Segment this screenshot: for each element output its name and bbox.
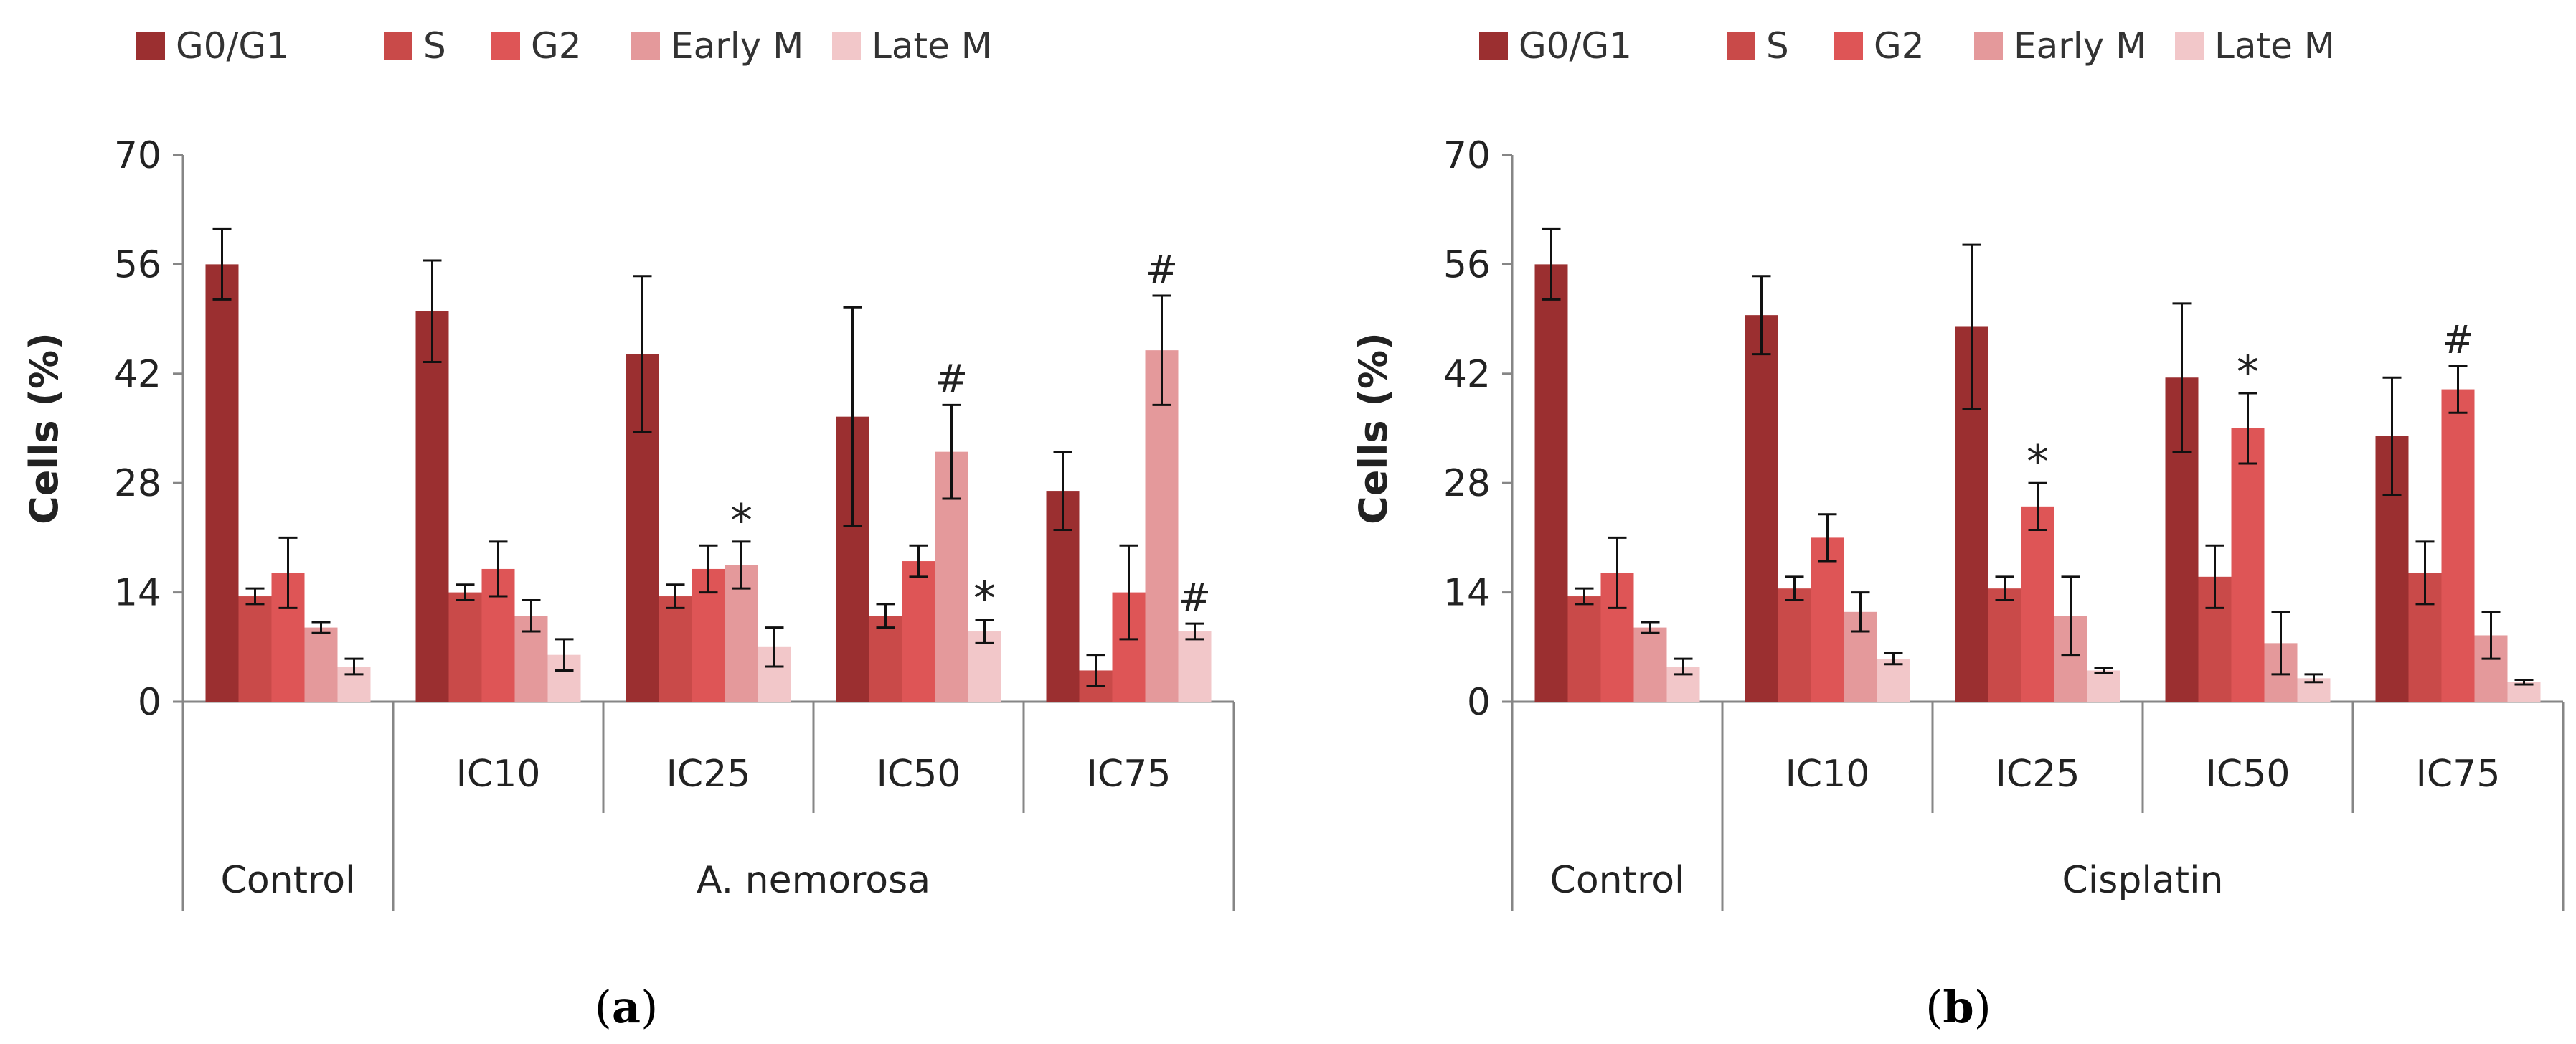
annotation-1: *: [2237, 346, 2259, 398]
panel-label: (b): [1925, 981, 1991, 1033]
bar-s-2: [1988, 588, 2021, 702]
y-axis-title: Cells (%): [1351, 332, 1396, 525]
y-tick-label-1: 14: [114, 572, 161, 615]
y-tick-label-2: 28: [1443, 462, 1491, 505]
annotation-2: *: [973, 573, 996, 625]
annotation-0: *: [2027, 436, 2049, 488]
annotation-4: #: [1179, 575, 1211, 620]
bar-s-2: [659, 596, 692, 702]
bar-early-m-0: [304, 627, 338, 702]
group-label-treatment: Cisplatin: [2062, 859, 2224, 902]
y-tick-label-3: 42: [114, 353, 161, 396]
y-tick-label-4: 56: [114, 243, 161, 286]
bar-g0-g1-0: [205, 264, 239, 702]
legend-swatch-0: [1479, 32, 1508, 60]
annotation-3: #: [1146, 247, 1178, 292]
legend-swatch-1: [1727, 32, 1755, 60]
y-tick-label-0: 0: [138, 681, 161, 724]
legend-swatch-4: [832, 32, 861, 60]
legend-label-1: S: [1766, 25, 1789, 67]
bar-s-0: [1567, 596, 1601, 702]
bar-g2-2: [2021, 506, 2054, 702]
annotation-1: #: [935, 356, 968, 401]
chart-panel-b: G0/G1 S G2 Early M Late M 0 14 28 42 56 70 Cells (%…: [1351, 25, 2565, 1033]
category-label-1: IC10: [456, 753, 541, 796]
legend-label-0: G0/G1: [176, 25, 289, 67]
category-label-2: IC25: [1996, 753, 2080, 796]
bar-g2-3: [2231, 428, 2265, 702]
category-label-2: IC25: [666, 753, 751, 796]
legend-swatch-2: [491, 32, 520, 60]
chart-panel-a: G0/G1 S G2 Early M Late M 0 14 28 42 56 70 Cells (%…: [22, 25, 1235, 1033]
y-tick-label-1: 14: [1443, 572, 1491, 615]
legend-label-2: G2: [531, 25, 582, 67]
annotation-2: #: [2442, 317, 2474, 362]
y-tick-label-3: 42: [1443, 353, 1491, 396]
legend-label-4: Late M: [2214, 25, 2335, 67]
legend-swatch-3: [1974, 32, 2003, 60]
legend-label-2: G2: [1874, 25, 1925, 67]
legend-label-0: G0/G1: [1519, 25, 1632, 67]
category-label-1: IC10: [1785, 753, 1870, 796]
legend-swatch-1: [384, 32, 412, 60]
bar-g0-g1-1: [1745, 315, 1778, 702]
group-label-control: Control: [221, 859, 356, 902]
legend-swatch-3: [631, 32, 660, 60]
bar-g2-3: [902, 561, 935, 702]
category-label-4: IC75: [2416, 753, 2501, 796]
bar-late-m-1: [1877, 659, 1910, 702]
y-tick-label-5: 70: [1443, 134, 1491, 177]
legend-swatch-4: [2175, 32, 2204, 60]
y-tick-label-4: 56: [1443, 243, 1491, 286]
group-label-control: Control: [1550, 859, 1685, 902]
bar-late-m-2: [2087, 670, 2120, 702]
category-label-3: IC50: [877, 753, 961, 796]
y-tick-label-5: 70: [114, 134, 161, 177]
group-label-treatment: A. nemorosa: [697, 859, 930, 902]
panel-label: (a): [595, 981, 659, 1033]
y-tick-label-0: 0: [1467, 681, 1491, 724]
annotation-0: *: [730, 494, 752, 547]
bar-g2-1: [1811, 537, 1844, 702]
bar-late-m-4: [1178, 631, 1212, 702]
category-label-3: IC50: [2206, 753, 2290, 796]
legend: G0/G1 S G2 Early M Late M: [136, 25, 992, 67]
bar-s-1: [448, 592, 482, 702]
bar-s-1: [1778, 588, 1811, 702]
legend: G0/G1 S G2 Early M Late M: [1479, 25, 2335, 67]
bar-s-3: [869, 616, 902, 702]
y-axis-title: Cells (%): [22, 332, 67, 525]
legend-swatch-2: [1834, 32, 1863, 60]
bar-s-0: [238, 596, 272, 702]
bar-g2-4: [2441, 389, 2475, 702]
bar-g0-g1-0: [1534, 264, 1568, 702]
bar-early-m-4: [1145, 350, 1179, 702]
category-label-4: IC75: [1087, 753, 1171, 796]
legend-label-3: Early M: [2014, 25, 2146, 67]
legend-label-3: Early M: [671, 25, 803, 67]
bar-early-m-0: [1633, 627, 1667, 702]
legend-swatch-0: [136, 32, 165, 60]
y-tick-label-2: 28: [114, 462, 161, 505]
legend-label-1: S: [423, 25, 446, 67]
bar-g0-g1-1: [415, 311, 449, 702]
legend-label-4: Late M: [872, 25, 992, 67]
